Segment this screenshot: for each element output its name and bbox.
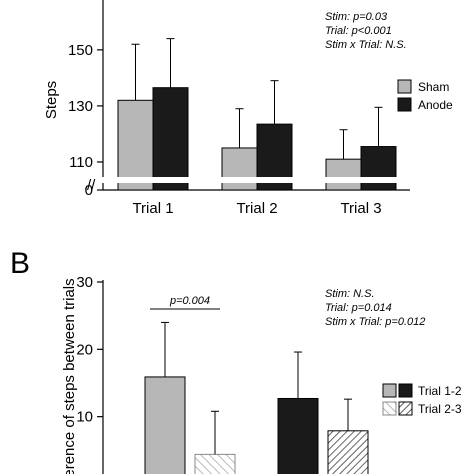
legend-swatch [397,97,412,112]
legend-label: Trial 2-3 [418,402,462,416]
panel-a-category-labels: Trial 1 Trial 2 Trial 3 [132,200,381,217]
bar-anode-trial-1 [152,87,189,191]
panel-a-legend: Sham Anode [397,79,453,112]
panel-a-y-ticks: 0 110 130 150 [68,42,103,199]
legend-swatch [382,401,397,416]
panel-a-axis-break-marker: // [87,177,96,194]
panel-a-bars [117,38,397,191]
panel-a-axis-break-band [100,177,410,183]
category-label: Trial 2 [236,200,277,217]
panel-a-y-axis-label: Steps [43,81,60,119]
stats-line: Stim x Trial: p=0.012 [325,316,425,328]
panel-b-label: B [10,247,30,280]
error-bar [235,108,244,148]
y-tick-label: 20 [76,341,93,358]
legend-swatch [398,401,413,416]
panel-a-stats: Stim: p=0.03 Trial: p<0.001 Stim x Trial: … [325,11,407,51]
y-tick-label: 130 [68,98,93,115]
panel-b-legend: Trial 1-2 Trial 2-3 [382,383,462,416]
panel-b-y-ticks: 10 20 30 [76,274,103,426]
error-bar [339,129,348,160]
bar-trial-2-3-anode [327,430,369,474]
y-tick-label: 30 [76,274,93,291]
y-tick-label: 110 [69,154,93,171]
stats-line: Trial: p<0.001 [325,25,392,37]
legend-swatch [382,383,397,398]
error-bar [211,410,219,455]
category-label: Trial 3 [340,200,381,217]
category-label: Trial 1 [132,200,173,217]
bar-anode-trial-3 [360,146,397,191]
significance-label: p=0.004 [169,295,210,307]
bar-trial-1-2-sham [144,376,186,474]
error-bar [344,398,352,431]
stats-line: Stim: p=0.03 [325,11,388,23]
y-tick-label: 10 [76,409,93,426]
bar-sham-trial-1 [117,99,154,191]
stats-line: Trial: p=0.014 [325,302,392,314]
bar-trial-1-2-anode [277,397,319,474]
panel-b-y-axis-label: erence of steps between trials [61,278,78,474]
error-bar [374,106,383,147]
error-bar [166,38,175,88]
panel-a-chart: 0 110 130 150 // Trial 1 Trial 2 Trial 3 Step… [43,0,453,217]
error-bar [294,351,302,399]
y-tick-label: 0 [85,182,93,199]
legend-swatch [397,79,412,94]
error-bar [131,43,140,101]
panel-b-bars [144,321,369,474]
bar-sham-trial-3 [325,158,362,191]
bar-trial-2-3-sham [194,453,236,474]
legend-label: Sham [418,80,449,94]
error-bar [270,80,279,125]
stats-line: Stim x Trial: N.S. [325,39,407,51]
bar-sham-trial-2 [221,147,258,191]
legend-label: Trial 1-2 [418,384,462,398]
legend-label: Anode [418,98,453,112]
panel-b-significance: p=0.004 [150,295,220,310]
legend-swatch [398,383,413,398]
panel-b-chart: B 10 20 30 p=0.004 erence of steps between… [10,247,462,474]
stats-line: Stim: N.S. [325,288,375,300]
y-tick-label: 150 [68,42,93,59]
error-bar [161,321,169,377]
panel-b-stats: Stim: N.S. Trial: p=0.014 Stim x Trial: p=… [325,288,425,328]
